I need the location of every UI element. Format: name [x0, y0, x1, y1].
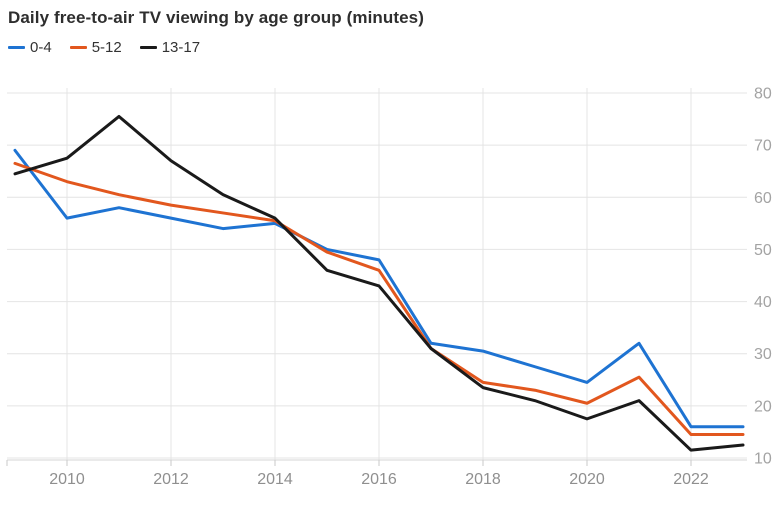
y-tick-label-80: 80	[754, 86, 772, 103]
y-tick-label-10: 10	[754, 451, 772, 468]
legend-label-13-17: 13-17	[161, 39, 201, 56]
x-tick-label-2016: 2016	[361, 471, 397, 488]
chart-title: Daily free-to-air TV viewing by age grou…	[8, 8, 424, 27]
legend-item-13-17: 13-17	[139, 39, 201, 56]
series-line-0-4	[13, 148, 745, 429]
legend-label-5-12: 5-12	[91, 39, 122, 56]
y-tick-label-40: 40	[754, 294, 772, 311]
series-line-5-12	[13, 161, 745, 437]
legend-swatch-0-4	[8, 46, 25, 49]
x-tick-label-2012: 2012	[153, 471, 189, 488]
x-tick-label-2018: 2018	[465, 471, 501, 488]
y-tick-label-70: 70	[754, 138, 772, 155]
legend-label-0-4: 0-4	[30, 39, 52, 56]
chart-legend: 0-4 5-12 13-17	[8, 39, 200, 56]
x-tick-label-2020: 2020	[569, 471, 605, 488]
series-line-13-17	[13, 114, 745, 452]
legend-item-5-12: 5-12	[69, 39, 122, 56]
legend-swatch-13-17	[139, 46, 157, 49]
x-tick-label-2010: 2010	[49, 471, 85, 488]
y-tick-label-50: 50	[754, 242, 772, 259]
y-tick-label-30: 30	[754, 346, 772, 363]
y-tick-label-60: 60	[754, 190, 772, 207]
x-tick-label-2014: 2014	[257, 471, 293, 488]
y-tick-label-20: 20	[754, 398, 772, 415]
legend-item-0-4: 0-4	[8, 39, 52, 56]
legend-swatch-5-12	[69, 46, 87, 49]
x-tick-label-2022: 2022	[673, 471, 709, 488]
